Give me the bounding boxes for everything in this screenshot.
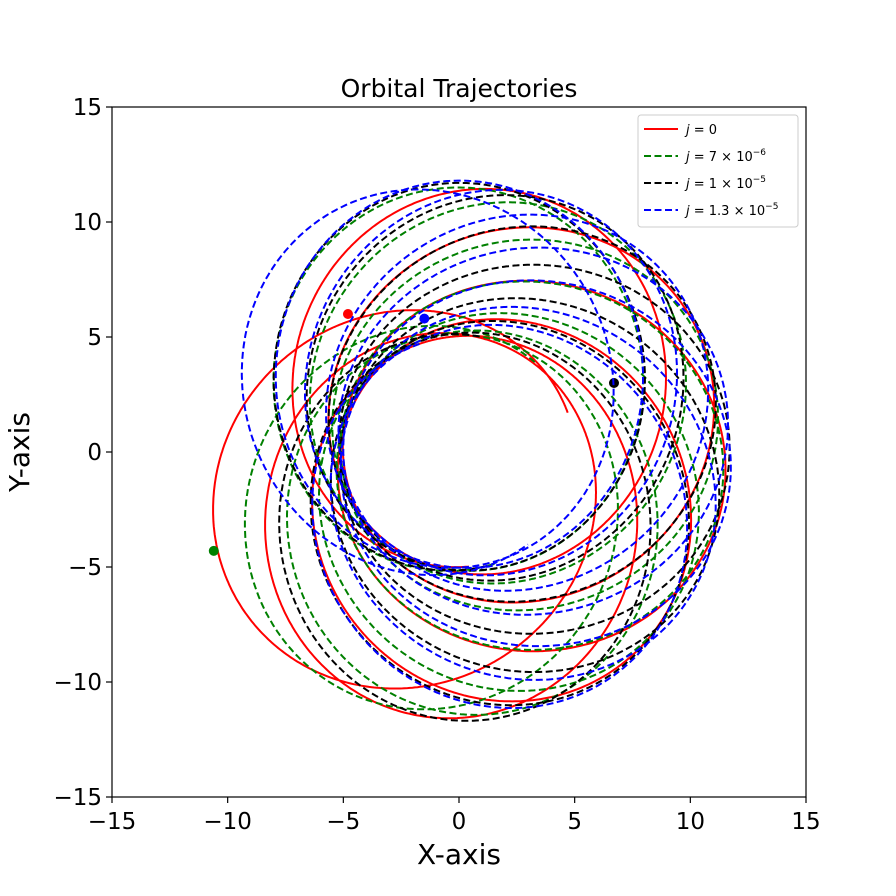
y-tick-label: −10 — [53, 670, 102, 696]
y-tick-label: 0 — [87, 440, 102, 466]
legend-label-3: j = 1.3 × 10−5 — [684, 202, 778, 219]
x-tick-label: −10 — [203, 809, 252, 835]
x-tick-label: −15 — [88, 809, 137, 835]
legend-label-1: j = 7 × 10−6 — [684, 148, 766, 165]
series-layer — [208, 179, 732, 722]
y-tick-label: 15 — [73, 95, 102, 121]
legend-label-2: j = 1 × 10−5 — [684, 175, 766, 192]
y-tick-label: −5 — [68, 555, 102, 581]
series-endpoint-3 — [419, 313, 430, 324]
x-tick-label: 10 — [676, 809, 705, 835]
legend: j = 0 j = 7 × 10−6 j = 1 × 10−5 j = 1.3 × 1… — [637, 114, 799, 228]
x-tick-label: 15 — [791, 809, 820, 835]
x-tick-label: −5 — [326, 809, 360, 835]
y-tick-label: 10 — [73, 210, 102, 236]
y-tick-label: −15 — [53, 785, 102, 811]
legend-box — [637, 114, 799, 228]
y-axis: −15 −10 −5 0 5 10 15 — [53, 95, 112, 811]
legend-label-0: j = 0 — [684, 123, 717, 138]
x-axis: −15 −10 −5 0 5 10 15 — [88, 797, 821, 835]
series-endpoint-1 — [208, 545, 219, 556]
x-axis-label: X-axis — [417, 838, 501, 871]
x-tick-label: 5 — [567, 809, 582, 835]
chart-title: Orbital Trajectories — [341, 74, 578, 103]
y-tick-label: 5 — [87, 325, 102, 351]
y-axis-label: Y-axis — [3, 412, 36, 493]
series-endpoint-0 — [342, 309, 353, 319]
x-tick-label: 0 — [452, 809, 467, 835]
series-line-3 — [240, 179, 732, 709]
